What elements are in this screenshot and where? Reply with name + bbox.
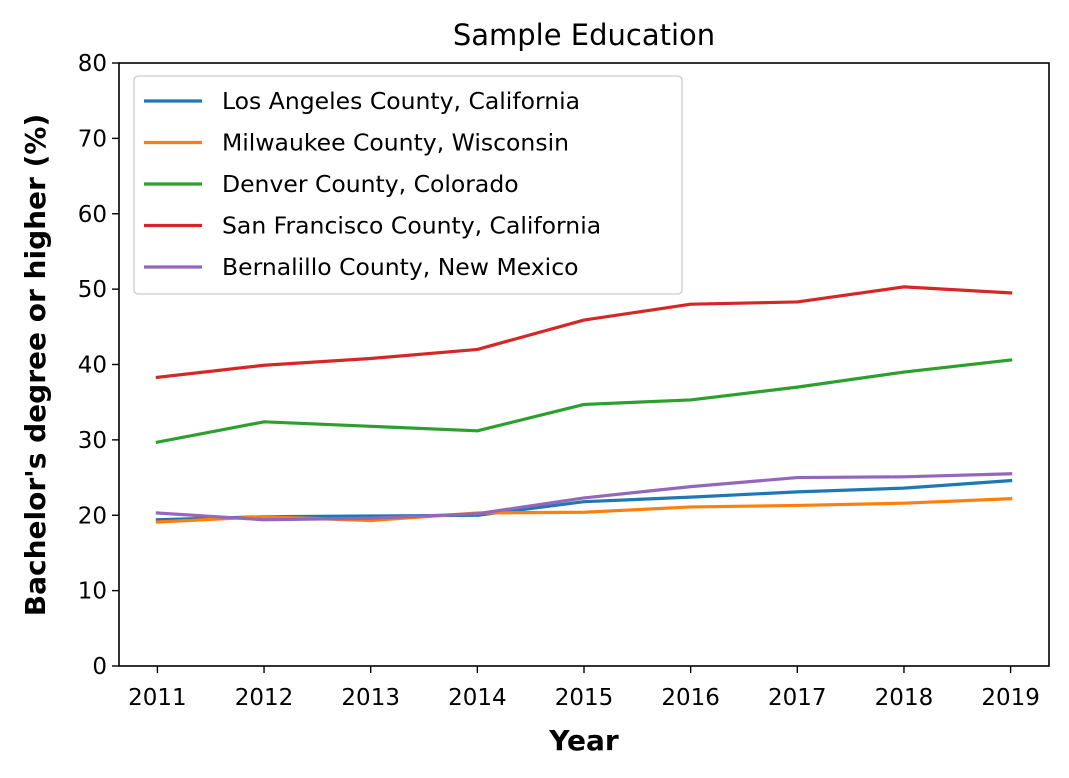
legend-entry-label: Bernalillo County, New Mexico bbox=[222, 253, 579, 281]
legend: Los Angeles County, California Milwaukee … bbox=[133, 75, 683, 295]
legend-entry-label: Los Angeles County, California bbox=[222, 87, 580, 115]
x-axis-label: Year bbox=[548, 724, 619, 757]
y-tick-label: 10 bbox=[78, 579, 107, 605]
legend-box bbox=[133, 75, 683, 295]
plot-frame bbox=[118, 62, 1050, 667]
y-tick-label: 20 bbox=[78, 503, 107, 529]
chart-title: Sample Education bbox=[453, 18, 715, 52]
series-line-bernalillo-county-new-mexico bbox=[155, 472, 1013, 522]
plot-area: 0 10 20 30 40 50 60 70 80 2011 2012 2013 2014 2015 201… bbox=[78, 51, 1040, 711]
x-tick-label: 2019 bbox=[981, 685, 1040, 711]
legend-entry-label: Milwaukee County, Wisconsin bbox=[222, 129, 569, 157]
legend-entry-label: San Francisco County, California bbox=[222, 212, 601, 240]
y-tick-label: 0 bbox=[92, 654, 107, 680]
series-line-denver-county-colorado bbox=[155, 358, 1013, 445]
x-tick-label: 2011 bbox=[128, 685, 187, 711]
x-tick-label: 2013 bbox=[341, 685, 400, 711]
x-tick-label: 2015 bbox=[555, 685, 614, 711]
x-tick-label: 2016 bbox=[661, 685, 720, 711]
y-tick-label: 30 bbox=[78, 428, 107, 454]
x-tick-label: 2012 bbox=[235, 685, 294, 711]
series-line-san-francisco-county-california bbox=[155, 285, 1013, 380]
x-tick-label: 2014 bbox=[448, 685, 507, 711]
x-tick-label: 2018 bbox=[875, 685, 934, 711]
legend-entry-label: Denver County, Colorado bbox=[222, 170, 519, 198]
y-tick-label: 60 bbox=[78, 202, 107, 228]
y-axis-label: Bachelor's degree or higher (%) bbox=[19, 114, 52, 617]
y-tick-label: 80 bbox=[78, 51, 107, 77]
y-tick-label: 40 bbox=[78, 353, 107, 379]
y-tick-label: 50 bbox=[78, 277, 107, 303]
x-tick-label: 2017 bbox=[768, 685, 827, 711]
y-tick-label: 70 bbox=[78, 126, 107, 152]
